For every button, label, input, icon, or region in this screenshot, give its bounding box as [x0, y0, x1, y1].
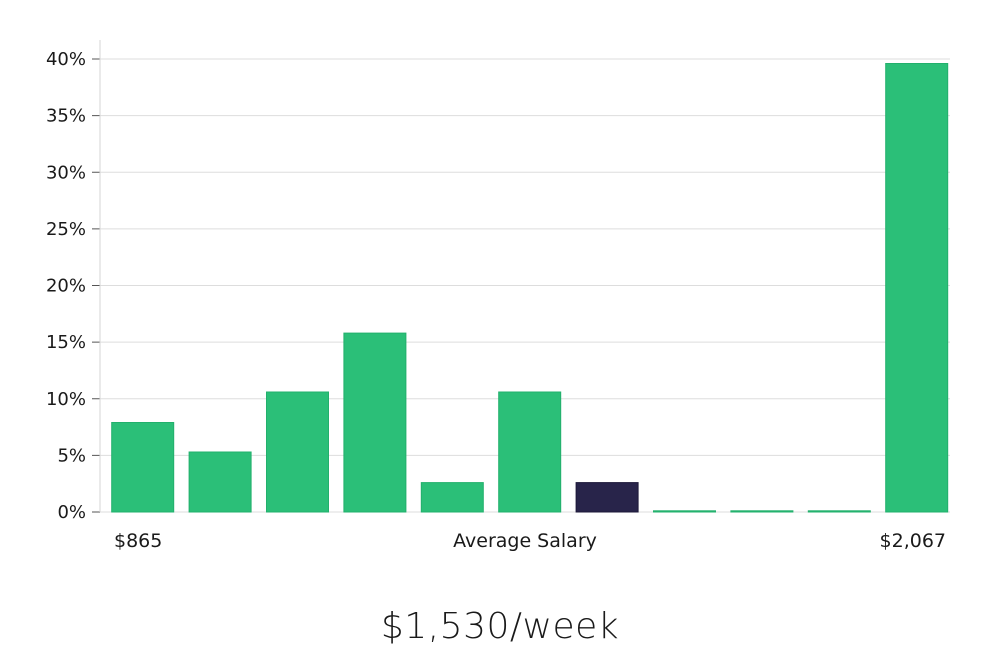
bar	[885, 63, 949, 513]
bar	[498, 391, 562, 513]
salary-distribution-chart: 0% 5% 10% 15% 20% 25% 30% 35% 40% $865 Average S…	[46, 40, 950, 552]
bar-highlight	[575, 482, 639, 513]
x-min-label: $865	[114, 530, 162, 552]
bar	[111, 422, 175, 513]
y-tick-label: 30%	[46, 162, 86, 183]
y-tick-label: 40%	[46, 49, 86, 70]
average-salary-value: $1,530/week	[380, 606, 620, 647]
y-tick-label: 15%	[46, 332, 86, 353]
y-tick-label: 0%	[57, 502, 86, 523]
bar	[266, 391, 329, 513]
y-tick-label: 10%	[46, 389, 86, 410]
y-axis: 0% 5% 10% 15% 20% 25% 30% 35% 40%	[46, 49, 100, 523]
bar	[188, 451, 252, 513]
y-tick-label: 35%	[46, 106, 86, 127]
y-tick-label: 20%	[46, 276, 86, 297]
bar	[343, 332, 407, 513]
bars	[111, 63, 949, 513]
bar	[420, 482, 484, 513]
x-max-label: $2,067	[880, 530, 946, 552]
bar	[807, 510, 871, 513]
bar	[653, 510, 716, 513]
y-tick-label: 25%	[46, 219, 86, 240]
bar	[730, 510, 794, 513]
x-center-label: Average Salary	[453, 530, 597, 552]
y-tick-label: 5%	[57, 445, 86, 466]
